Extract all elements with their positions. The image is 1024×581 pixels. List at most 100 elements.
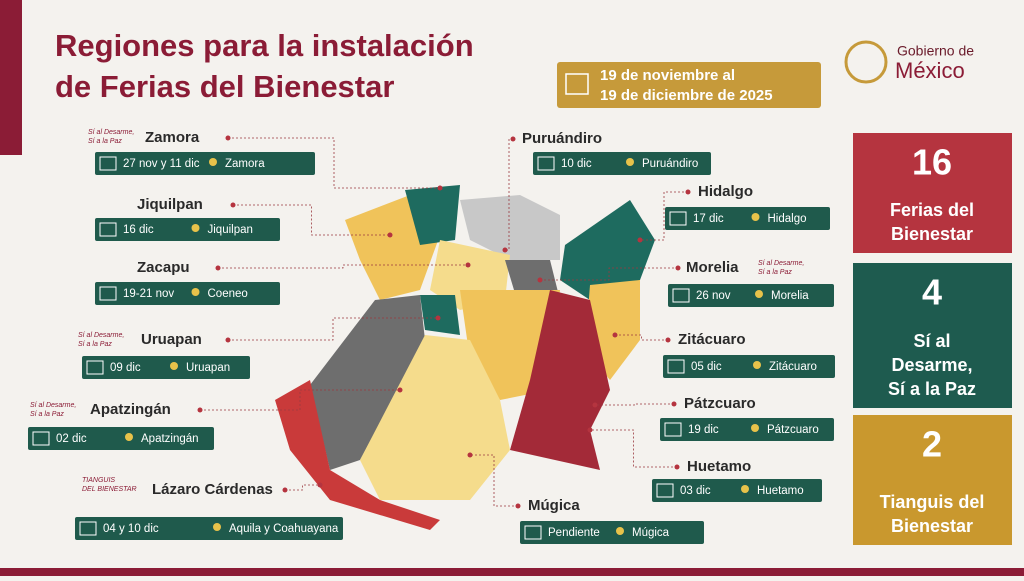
map-region bbox=[560, 200, 655, 300]
leader-dot bbox=[675, 265, 681, 271]
logo-text: México bbox=[895, 58, 965, 83]
date-pill bbox=[668, 284, 834, 307]
region-badge: Sí a la Paz bbox=[30, 411, 64, 418]
map-region bbox=[405, 185, 460, 245]
stat-box bbox=[853, 415, 1012, 545]
region-name: Morelia bbox=[686, 259, 739, 276]
pin-icon bbox=[751, 213, 760, 221]
pin-icon bbox=[751, 424, 759, 432]
leader-dot bbox=[225, 135, 231, 141]
date-box bbox=[557, 62, 821, 108]
leader-dot bbox=[282, 487, 288, 493]
pin-icon bbox=[191, 224, 200, 232]
region-badge: Sí a la Paz bbox=[758, 269, 792, 276]
stat-label: Bienestar bbox=[891, 224, 973, 244]
region-place: Pátzcuaro bbox=[767, 424, 819, 436]
pin-icon bbox=[209, 158, 217, 166]
stat-label: Ferias del bbox=[890, 200, 974, 220]
date-pill bbox=[28, 427, 214, 450]
date-pill bbox=[660, 418, 834, 441]
region-date: 27 nov y 11 dic bbox=[123, 158, 200, 170]
region-badge: TIANGUIS bbox=[82, 477, 115, 484]
leader-line bbox=[200, 389, 400, 411]
leader-dot bbox=[665, 337, 671, 343]
region-date: 03 dic bbox=[680, 485, 711, 497]
date-pill bbox=[75, 517, 343, 540]
leader-dot bbox=[225, 337, 231, 343]
pin-icon bbox=[741, 485, 749, 493]
map-dot bbox=[637, 237, 643, 243]
calendar-icon bbox=[99, 286, 117, 301]
map-region bbox=[510, 290, 610, 470]
leader-line bbox=[228, 137, 440, 189]
region-date: Pendiente bbox=[548, 527, 600, 539]
calendar-icon bbox=[669, 211, 687, 226]
region-name: Huetamo bbox=[687, 458, 751, 475]
map bbox=[275, 185, 655, 530]
leader-dot bbox=[197, 407, 203, 413]
region-place: Zamora bbox=[225, 158, 265, 170]
pin-icon bbox=[753, 361, 761, 369]
pin-icon bbox=[125, 433, 133, 441]
date-pill bbox=[533, 152, 711, 175]
region-badge: Sí al Desarme, bbox=[30, 402, 76, 409]
region-badge: Sí al Desarme, bbox=[78, 332, 124, 339]
map-dot bbox=[587, 427, 593, 433]
map-dot bbox=[465, 262, 471, 268]
region-badge: Sí a la Paz bbox=[78, 341, 112, 348]
map-dot bbox=[397, 387, 403, 393]
region-place: Morelia bbox=[771, 290, 809, 302]
leader-dot bbox=[510, 136, 516, 142]
region-date: 19 dic bbox=[688, 424, 719, 436]
date-pill bbox=[663, 355, 835, 378]
logo-seal bbox=[844, 40, 888, 84]
logo-text: Gobierno de bbox=[897, 43, 974, 59]
leader-line bbox=[615, 334, 668, 341]
calendar-icon bbox=[672, 288, 690, 303]
calendar-icon bbox=[32, 431, 50, 446]
bottom-strip bbox=[0, 568, 1024, 576]
calendar-icon bbox=[565, 73, 589, 95]
region-place: Múgica bbox=[632, 527, 670, 539]
region-place: Zitácuaro bbox=[769, 361, 817, 373]
calendar-icon bbox=[524, 525, 542, 540]
region-name: Apatzingán bbox=[90, 401, 171, 418]
calendar-icon bbox=[656, 483, 674, 498]
map-dot bbox=[437, 185, 443, 191]
leader-dot bbox=[685, 189, 691, 195]
region-date: 02 dic bbox=[56, 433, 87, 445]
leader-line bbox=[233, 204, 390, 236]
stat-box bbox=[853, 263, 1012, 408]
left-strip bbox=[0, 0, 22, 155]
leader-line bbox=[640, 191, 688, 241]
region-badge: DEL BIENESTAR bbox=[82, 486, 137, 493]
pin-icon bbox=[191, 288, 200, 296]
stat-label: Sí a la Paz bbox=[888, 379, 976, 399]
region-name: Múgica bbox=[528, 497, 580, 514]
leader-line bbox=[590, 429, 677, 468]
region-date: 04 y 10 dic bbox=[103, 523, 159, 535]
map-region bbox=[460, 195, 560, 260]
map-dot bbox=[467, 452, 473, 458]
stat-number: 2 bbox=[922, 424, 942, 465]
region-place: Puruándiro bbox=[642, 158, 698, 170]
leader-line bbox=[285, 484, 320, 491]
calendar-icon bbox=[664, 422, 682, 437]
region-badge: Sí a la Paz bbox=[88, 138, 122, 145]
stat-number: 4 bbox=[922, 272, 942, 313]
stat-label: Tianguis del bbox=[880, 492, 985, 512]
map-region bbox=[275, 380, 440, 530]
leader-line bbox=[470, 454, 518, 507]
region-place: Huetamo bbox=[757, 485, 804, 497]
title-line: de Ferias del Bienestar bbox=[55, 69, 394, 104]
calendar-icon bbox=[99, 156, 117, 171]
pin-icon bbox=[755, 290, 763, 298]
region-name: Uruapan bbox=[141, 331, 202, 348]
region-date: 09 dic bbox=[110, 362, 141, 374]
pin-icon bbox=[626, 158, 634, 166]
date-pill bbox=[652, 479, 822, 502]
map-dot bbox=[317, 482, 323, 488]
map-dot bbox=[592, 402, 598, 408]
calendar-icon bbox=[79, 521, 97, 536]
